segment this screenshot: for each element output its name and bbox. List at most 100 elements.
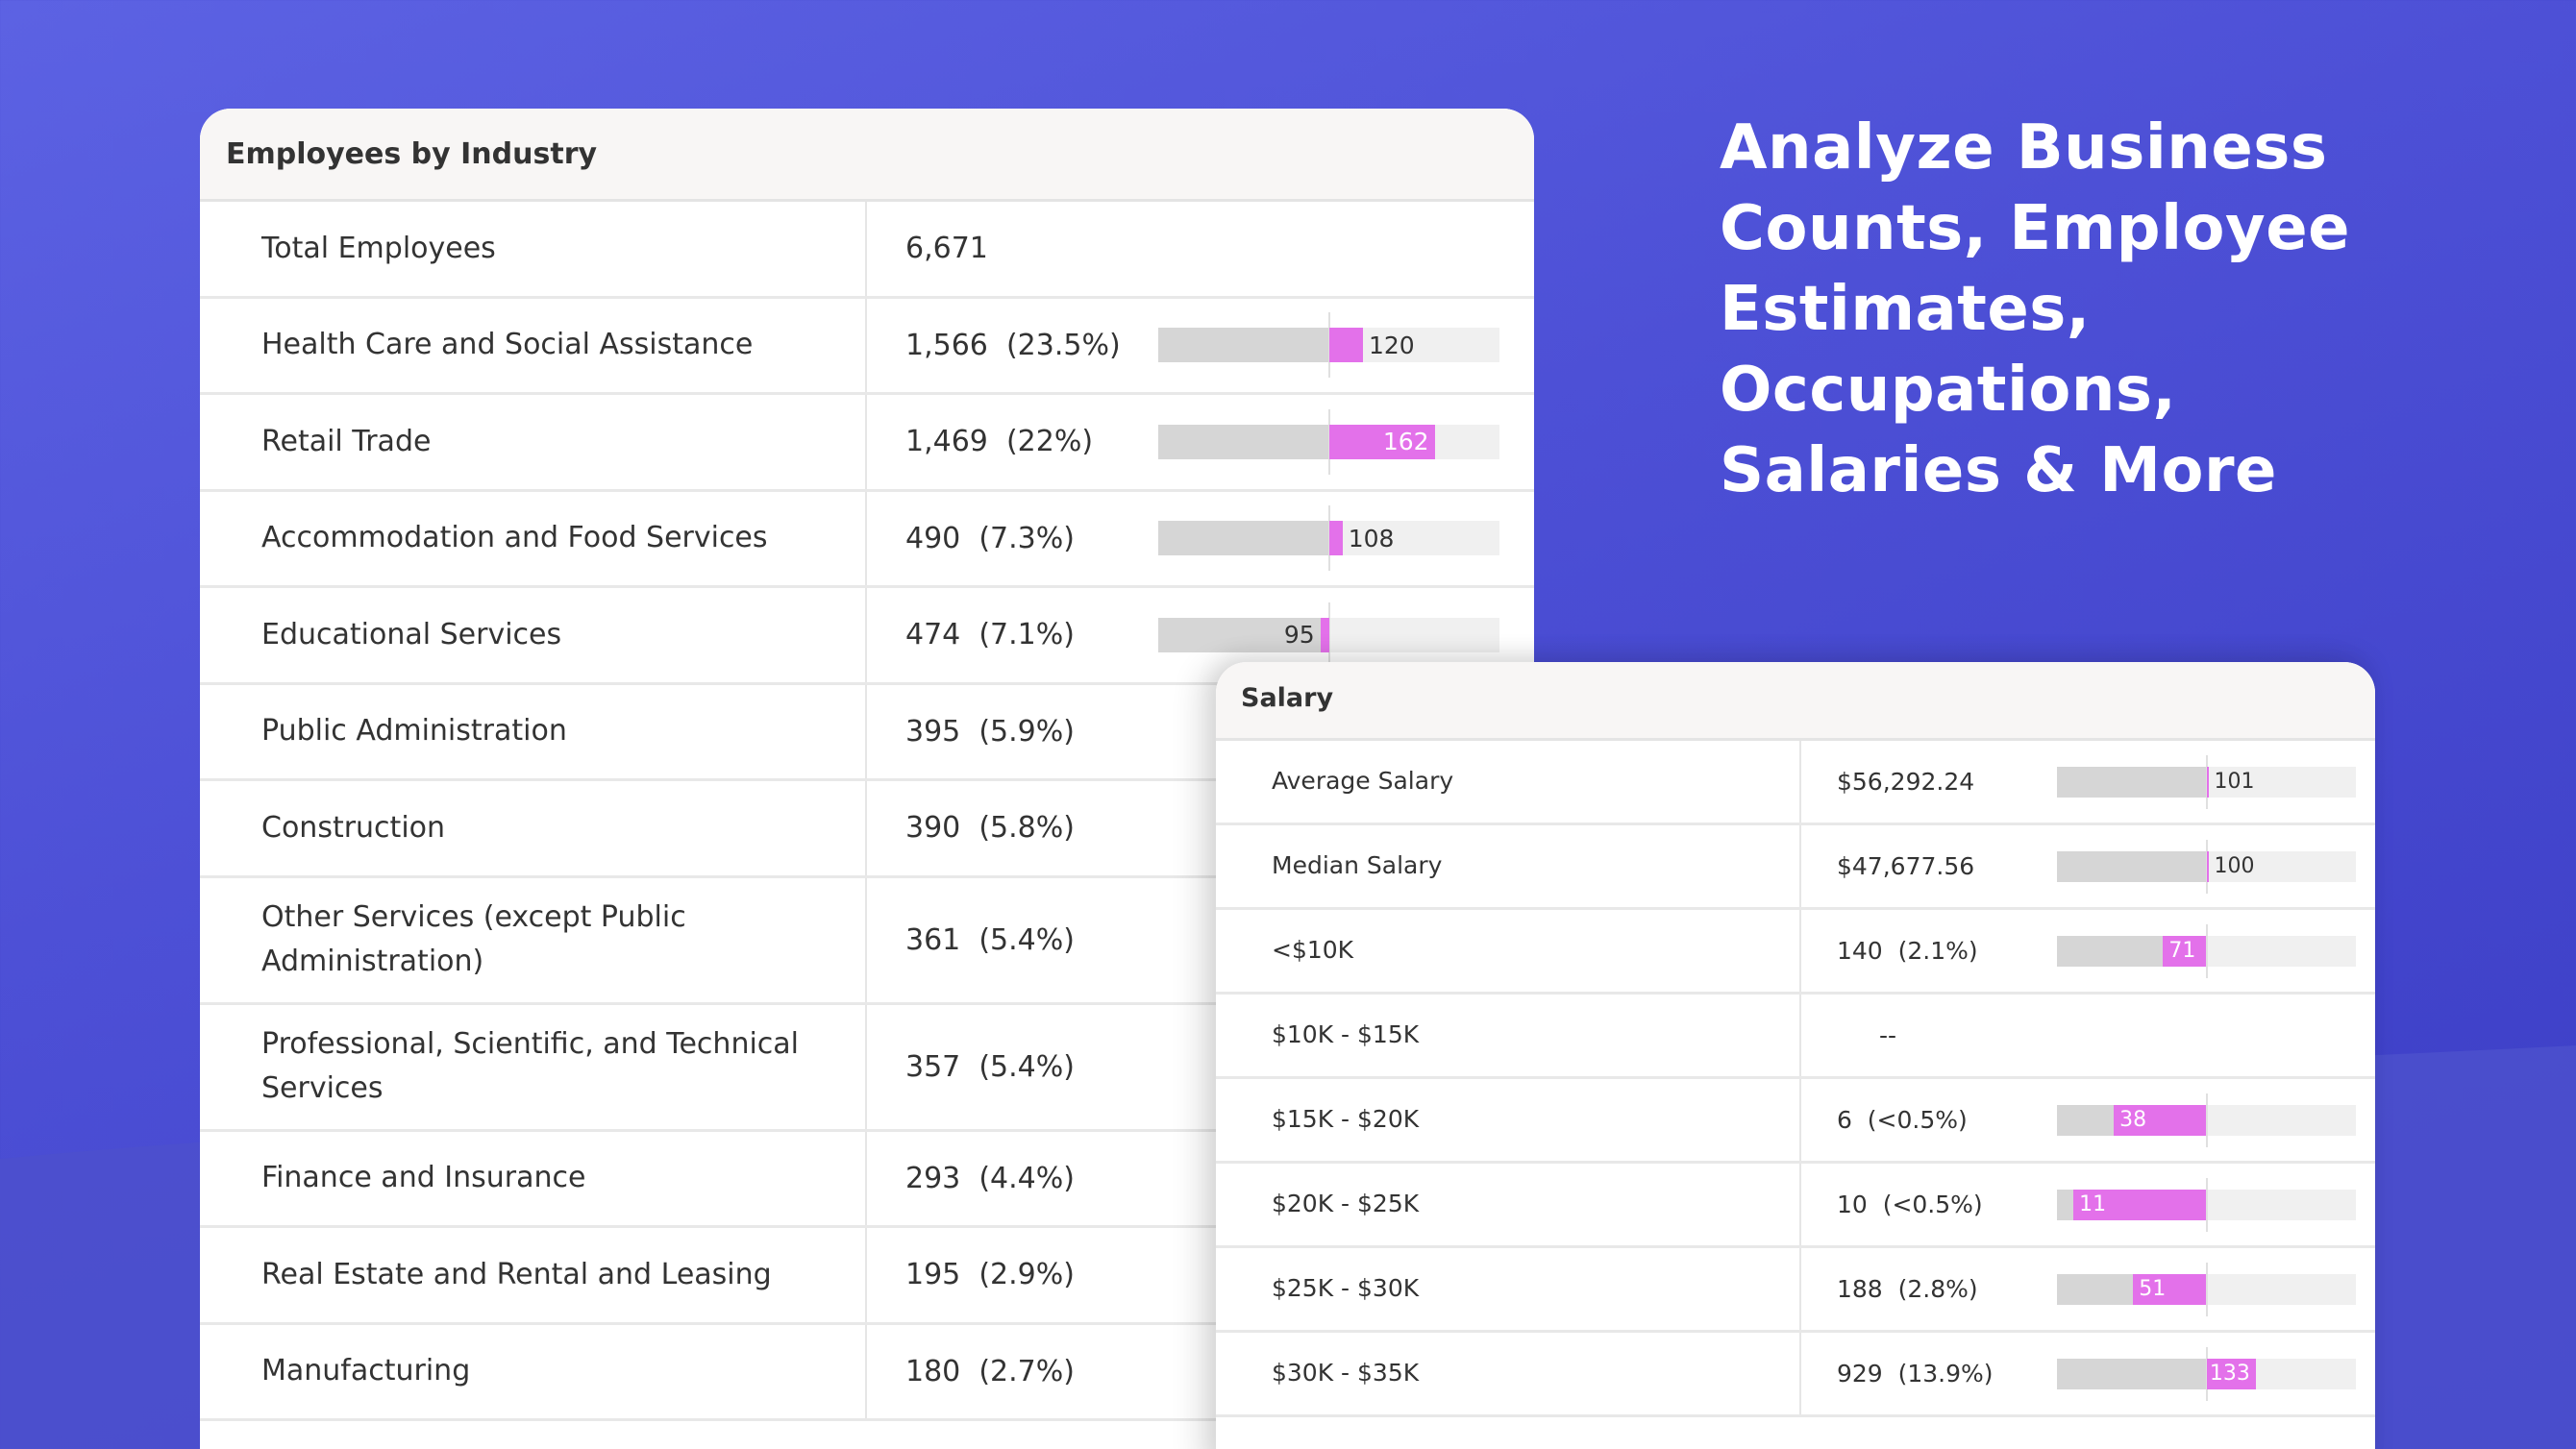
row-label: $20K - $25K [1272, 1190, 1420, 1218]
row-label: $25K - $30K [1272, 1274, 1420, 1303]
table-row: Real Estate and Rental and Leasing 195 (2… [200, 1228, 1534, 1325]
salary-card: Salary Average Salary $56,292.24 101 Median… [1216, 662, 2375, 1449]
bar-fill [2206, 850, 2209, 882]
row-label: Manufacturing [261, 1354, 471, 1388]
row-label: Educational Services [261, 617, 562, 651]
column-divider [1799, 1248, 1801, 1330]
bar-above-track [2206, 1104, 2356, 1136]
table-row: Health Care and Social Assistance 1,566 (… [200, 298, 1534, 395]
index-bar: 95 [1158, 602, 1499, 668]
row-value: 1,469 (22%) [905, 425, 1094, 459]
bar-fill [1328, 424, 1435, 459]
row-label: Construction [261, 810, 446, 845]
bar-above-track [2206, 1189, 2356, 1220]
bar-above-track [2206, 935, 2356, 967]
row-value: 195 (2.9%) [905, 1258, 1075, 1292]
bar-value-label: 101 [2214, 770, 2255, 794]
index-bar: 51 [2057, 1262, 2356, 1316]
row-label: Finance and Insurance [261, 1161, 586, 1194]
table-row: $15K - $20K 6 (<0.5%) 38 [1216, 1079, 2375, 1164]
row-label: Retail Trade [261, 424, 432, 458]
headline-line: Analyze Business [1720, 112, 2328, 184]
row-label: Health Care and Social Assistance [261, 328, 754, 361]
table-row: <$10K 140 (2.1%) 71 [1216, 910, 2375, 995]
column-divider [865, 298, 867, 392]
row-label: $15K - $20K [1272, 1105, 1420, 1134]
row-value: 390 (5.8%) [905, 811, 1075, 846]
column-divider [1799, 1333, 1801, 1414]
row-label: $30K - $35K [1272, 1359, 1420, 1388]
bar-below-track [2057, 1358, 2207, 1389]
row-value: 6 (<0.5%) [1837, 1106, 1968, 1134]
bar-baseline [1327, 602, 1330, 668]
headline-line: Salaries & More [1720, 435, 2277, 506]
column-divider [865, 588, 867, 682]
bar-below-track [2057, 766, 2207, 798]
industry-table: Total Employees 6,671 Health Care and Soci… [200, 202, 1534, 1421]
table-row: Public Administration 395 (5.9%) [200, 684, 1534, 781]
row-label: $10K - $15K [1272, 1020, 1420, 1049]
bar-above-track [2206, 1273, 2356, 1305]
index-bar: 38 [2057, 1093, 2356, 1147]
table-row: Total Employees 6,671 [200, 202, 1534, 299]
column-divider [1799, 995, 1801, 1076]
row-label: Public Administration [261, 714, 567, 748]
bar-fill [2206, 766, 2209, 798]
index-bar: 162 [1158, 408, 1499, 475]
bar-value-label: 71 [2168, 939, 2196, 963]
bar-value-label: 51 [2139, 1277, 2167, 1301]
row-value: 395 (5.9%) [905, 714, 1075, 749]
index-bar: 100 [2057, 839, 2356, 894]
bar-value-label: 38 [2119, 1108, 2147, 1132]
bar-below-track [1158, 617, 1329, 652]
bar-above-track [1328, 521, 1499, 556]
column-divider [865, 395, 867, 489]
row-value: 180 (2.7%) [905, 1354, 1075, 1388]
column-divider [865, 781, 867, 875]
bar-value-label: 133 [2209, 1362, 2250, 1386]
table-row: Median Salary $47,677.56 100 [1216, 825, 2375, 910]
table-row: Construction 390 (5.8%) [200, 781, 1534, 878]
row-value: 357 (5.4%) [905, 1049, 1075, 1084]
column-divider [1799, 1164, 1801, 1245]
row-label: Real Estate and Rental and Leasing [261, 1257, 772, 1291]
bar-below-track [2057, 850, 2207, 882]
table-row: Educational Services 474 (7.1%) 95 [200, 588, 1534, 685]
column-divider [865, 491, 867, 585]
column-divider [1799, 741, 1801, 823]
row-label: Professional, Scientific, and Technical … [261, 1026, 799, 1106]
bar-fill [2163, 935, 2207, 967]
column-divider [865, 877, 867, 1002]
row-value: $56,292.24 [1837, 768, 1975, 796]
bar-above-track [2206, 850, 2356, 882]
column-divider [1799, 825, 1801, 907]
row-value: 929 (13.9%) [1837, 1360, 1994, 1388]
salary-table: Average Salary $56,292.24 101 Median Salary… [1216, 741, 2375, 1417]
table-row: Accommodation and Food Services 490 (7.3%… [200, 491, 1534, 588]
bar-value-label: 11 [2079, 1192, 2107, 1216]
column-divider [1799, 1079, 1801, 1161]
index-bar: 71 [2057, 923, 2356, 978]
table-row: $30K - $35K 929 (13.9%) 133 [1216, 1333, 2375, 1417]
bar-fill [1328, 328, 1363, 363]
table-row: Manufacturing 180 (2.7%) [200, 1324, 1534, 1421]
bar-below-track [1158, 328, 1329, 363]
row-label: Average Salary [1272, 767, 1454, 796]
row-label: <$10K [1272, 936, 1354, 965]
headline-line: Counts, Employee [1720, 193, 2350, 264]
bar-above-track [2206, 766, 2356, 798]
index-bar: 108 [1158, 505, 1499, 572]
row-value: 361 (5.4%) [905, 922, 1075, 957]
row-value: $47,677.56 [1837, 852, 1975, 880]
index-bar: 11 [2057, 1177, 2356, 1232]
index-bar: 133 [2057, 1346, 2356, 1401]
bar-below-track [1158, 521, 1329, 556]
bar-value-label: 100 [2214, 854, 2255, 878]
row-label: Accommodation and Food Services [261, 521, 768, 554]
row-value: 188 (2.8%) [1837, 1275, 1978, 1303]
card-title: Employees by Industry [200, 109, 1534, 202]
row-value: 10 (<0.5%) [1837, 1191, 1983, 1218]
row-value: 1,566 (23.5%) [905, 328, 1121, 362]
bar-value-label: 162 [1382, 428, 1429, 456]
bar-value-label: 95 [1283, 621, 1315, 650]
